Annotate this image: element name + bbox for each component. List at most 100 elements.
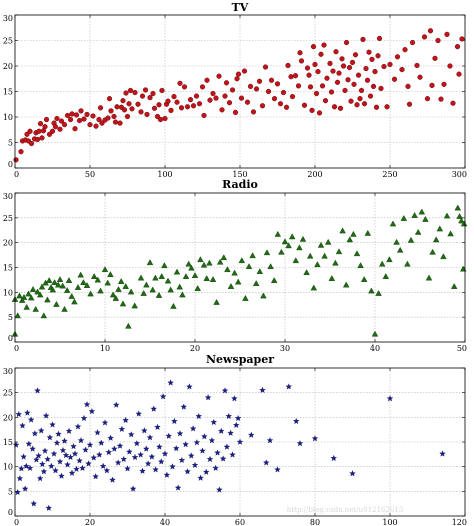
tv-data-point — [147, 95, 153, 101]
tv-data-point — [187, 97, 194, 103]
radio-data-point — [63, 287, 71, 293]
newspaper-data-point — [141, 427, 148, 434]
radio-y-tick-label: 20 — [3, 239, 13, 248]
newspaper-data-point — [285, 383, 292, 390]
radio-data-point — [27, 294, 35, 301]
radio-data-point — [252, 280, 260, 286]
tv-data-point — [87, 122, 93, 128]
tv-data-point — [330, 68, 336, 74]
tv-data-point — [168, 107, 174, 113]
newspaper-data-point — [178, 456, 186, 464]
radio-x-tick-label: 30 — [280, 344, 290, 353]
tv-data-point — [184, 104, 191, 110]
radio-data-point — [109, 291, 117, 298]
tv-y-tick-label: 20 — [3, 62, 13, 71]
radio-data-point — [45, 277, 53, 283]
newspaper-data-point — [167, 379, 174, 386]
tv-data-point — [93, 123, 99, 129]
newspaper-y-tick-label: 20 — [3, 413, 13, 422]
radio-data-point — [339, 227, 346, 234]
radio-data-point — [425, 274, 433, 281]
tv-data-point — [174, 99, 180, 105]
radio-data-point — [155, 292, 163, 298]
radio-data-point — [447, 230, 454, 237]
tv-data-point — [81, 116, 87, 122]
radio-data-point — [36, 291, 44, 298]
newspaper-x-tick-label: 100 — [382, 518, 397, 526]
tv-x-tick-label: 250 — [382, 170, 397, 179]
tv-data-point — [429, 82, 435, 88]
tv-data-point — [334, 79, 341, 85]
newspaper-data-point — [212, 464, 219, 471]
radio-y-tick-label: 15 — [3, 264, 13, 273]
tv-data-point — [229, 87, 236, 93]
newspaper-data-point — [25, 440, 33, 447]
newspaper-data-point — [53, 439, 61, 446]
newspaper-data-point — [71, 450, 79, 457]
newspaper-data-point — [49, 421, 56, 428]
tv-data-point — [73, 112, 80, 118]
newspaper-data-point — [118, 425, 126, 432]
newspaper-data-point — [109, 476, 116, 483]
newspaper-data-point — [21, 485, 29, 492]
radio-data-point — [176, 283, 183, 290]
tv-data-point — [307, 84, 314, 90]
tv-data-point — [343, 39, 350, 46]
newspaper-data-point — [55, 430, 62, 437]
radio-data-point — [224, 266, 231, 273]
newspaper-data-point — [76, 457, 83, 464]
radio-data-point — [368, 287, 375, 294]
newspaper-data-point — [85, 460, 92, 467]
newspaper-data-point — [133, 440, 141, 447]
tv-data-point — [165, 98, 171, 104]
tv-data-point — [244, 99, 251, 105]
radio-data-point — [173, 268, 181, 275]
newspaper-data-point — [86, 441, 94, 448]
newspaper-data-point — [111, 445, 118, 452]
radio-data-point — [71, 298, 78, 305]
tv-y-tick-label: 10 — [3, 113, 13, 122]
tv-data-point — [409, 39, 416, 46]
tv-data-point — [340, 63, 347, 69]
tv-data-point — [121, 107, 128, 113]
tv-chart-title: TV — [232, 1, 249, 14]
radio-data-point — [281, 238, 289, 245]
radio-data-point — [454, 204, 462, 211]
newspaper-data-point — [124, 465, 131, 472]
radio-data-point — [104, 279, 111, 286]
tv-data-point — [177, 80, 183, 86]
tv-data-point — [226, 100, 233, 106]
tv-data-point — [193, 93, 200, 99]
radio-data-point — [317, 241, 325, 248]
newspaper-y-tick-label: 25 — [3, 389, 13, 398]
newspaper-data-point — [223, 443, 231, 450]
tv-data-point — [96, 116, 102, 123]
radio-data-point — [40, 312, 48, 319]
tv-data-point — [333, 49, 339, 55]
newspaper-data-point — [163, 471, 171, 478]
newspaper-data-point — [107, 434, 114, 441]
radio-chart-title: Radio — [222, 178, 258, 191]
radio-data-point — [234, 278, 242, 285]
tv-data-point — [139, 93, 146, 99]
tv-data-point — [216, 73, 222, 79]
newspaper-x-tick-label: 80 — [310, 518, 320, 526]
tv-data-point — [150, 90, 156, 97]
tv-data-point — [36, 128, 42, 134]
radio-data-point — [167, 286, 174, 293]
radio-data-point — [364, 229, 372, 236]
tv-data-point — [201, 112, 207, 119]
newspaper-data-point — [61, 437, 68, 444]
radio-data-point — [90, 273, 98, 279]
radio-data-point — [54, 281, 62, 288]
tv-data-point — [204, 77, 210, 83]
tv-data-point — [447, 63, 453, 69]
tv-data-point — [219, 107, 225, 113]
radio-data-point — [299, 235, 307, 242]
newspaper-data-point — [154, 423, 161, 430]
tv-data-point — [52, 124, 59, 130]
newspaper-data-point — [98, 439, 105, 446]
radio-data-point — [158, 273, 165, 279]
newspaper-data-point — [26, 464, 34, 471]
radio-data-point — [285, 242, 292, 249]
